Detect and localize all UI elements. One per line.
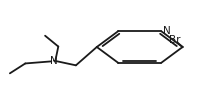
- Text: Br: Br: [169, 35, 181, 45]
- Text: N: N: [50, 56, 58, 66]
- Text: N: N: [163, 26, 171, 36]
